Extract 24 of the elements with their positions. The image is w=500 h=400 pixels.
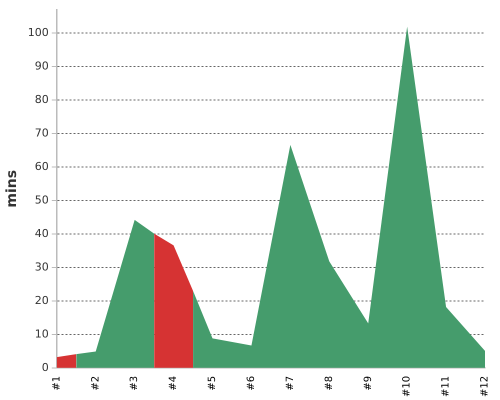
x-tick-label: #7 — [284, 376, 296, 391]
x-tick-label: #12 — [480, 376, 491, 398]
x-tick-label: #1 — [51, 376, 62, 391]
y-tick-label: 40 — [34, 226, 49, 240]
y-tick-label: 90 — [34, 59, 49, 72]
y-tick-label: 0 — [42, 360, 49, 374]
y-axis-title: mins — [4, 170, 20, 208]
y-tick-label: 10 — [34, 327, 49, 340]
y-tick-label: 70 — [34, 126, 49, 140]
x-tick-label: #6 — [246, 376, 258, 391]
x-tick-label: #2 — [90, 376, 102, 391]
y-tick-label: 80 — [34, 92, 49, 106]
x-tick-label: #3 — [129, 376, 140, 391]
x-tick-label: #9 — [362, 376, 374, 391]
x-tick-label: #8 — [324, 376, 335, 391]
y-tick-label: 20 — [34, 294, 49, 307]
y-tick-label: 100 — [28, 26, 49, 39]
x-tick-label: #11 — [440, 376, 452, 398]
y-tick-label: 60 — [34, 160, 49, 173]
x-tick-label: #10 — [402, 376, 413, 398]
y-tick-label: 30 — [34, 260, 49, 274]
y-tick-label: 50 — [34, 193, 49, 206]
x-tick-label: #4 — [168, 376, 180, 391]
x-tick-label: #5 — [207, 376, 218, 391]
